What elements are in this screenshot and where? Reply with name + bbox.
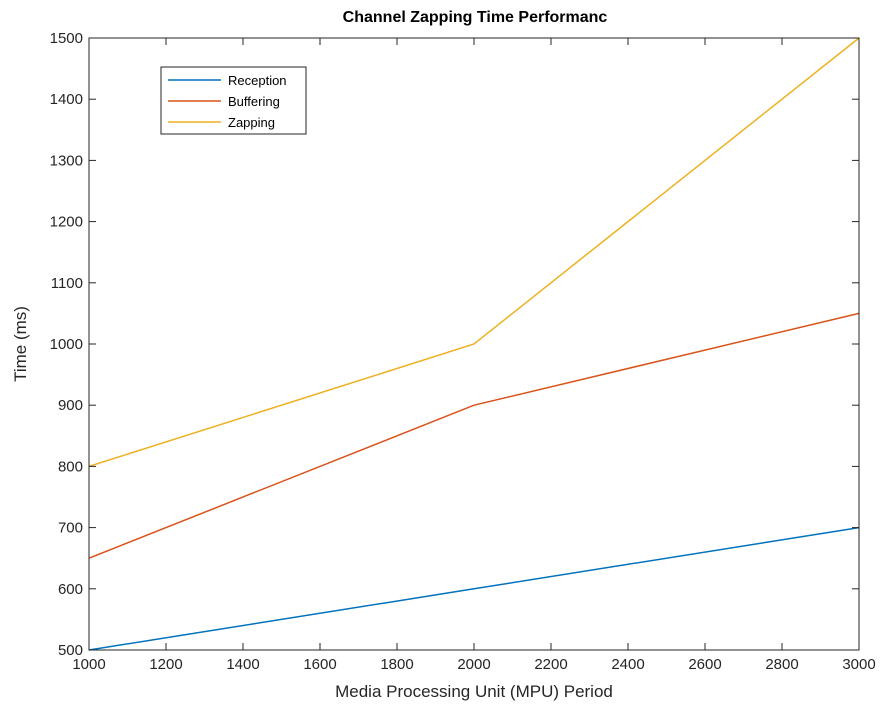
y-tick-label: 800 xyxy=(58,458,83,475)
legend-label-reception: Reception xyxy=(228,73,287,88)
y-tick-label: 900 xyxy=(58,397,83,414)
y-tick-label: 1100 xyxy=(51,275,83,292)
y-tick-label: 1500 xyxy=(50,30,83,47)
y-tick-label: 1400 xyxy=(50,91,83,108)
x-axis-label: Media Processing Unit (MPU) Period xyxy=(335,682,613,701)
y-tick-label: 700 xyxy=(58,520,83,537)
x-tick-label: 1200 xyxy=(149,656,182,673)
y-tick-label: 600 xyxy=(58,581,83,598)
y-axis-label: Time (ms) xyxy=(11,306,30,382)
legend-label-buffering: Buffering xyxy=(228,94,280,109)
legend-entries: Reception Buffering Zapping xyxy=(168,73,287,130)
series-line-reception xyxy=(88,526,860,651)
y-tick-label: 1300 xyxy=(50,152,83,169)
x-tick-label: 1600 xyxy=(303,656,336,673)
plot-frame xyxy=(88,37,860,651)
y-tick-label: 500 xyxy=(58,642,83,659)
legend: Reception Buffering Zapping xyxy=(160,66,307,135)
series-group xyxy=(88,37,860,651)
series-line-zapping xyxy=(88,37,860,468)
x-tick-label: 2400 xyxy=(611,656,644,673)
legend-label-zapping: Zapping xyxy=(228,115,275,130)
x-tick-label: 3000 xyxy=(842,656,875,673)
y-tick-label: 1200 xyxy=(50,214,83,231)
x-tick-label: 2200 xyxy=(534,656,567,673)
chart-title: Channel Zapping Time Performanc xyxy=(343,9,608,26)
x-tick-label: 1000 xyxy=(72,656,105,673)
x-tick-label: 2800 xyxy=(765,656,798,673)
x-tick-label: 2600 xyxy=(688,656,721,673)
legend-box xyxy=(160,66,307,135)
y-tick-label: 1000 xyxy=(50,336,83,353)
x-tick-label: 1800 xyxy=(380,656,413,673)
series-line-buffering xyxy=(88,312,860,559)
x-tick-label: 2000 xyxy=(457,656,490,673)
x-tick-label: 1400 xyxy=(226,656,259,673)
ticks-group: 1000 1200 1400 1600 1800 2000 2200 2400 2600 2800… xyxy=(50,30,876,673)
